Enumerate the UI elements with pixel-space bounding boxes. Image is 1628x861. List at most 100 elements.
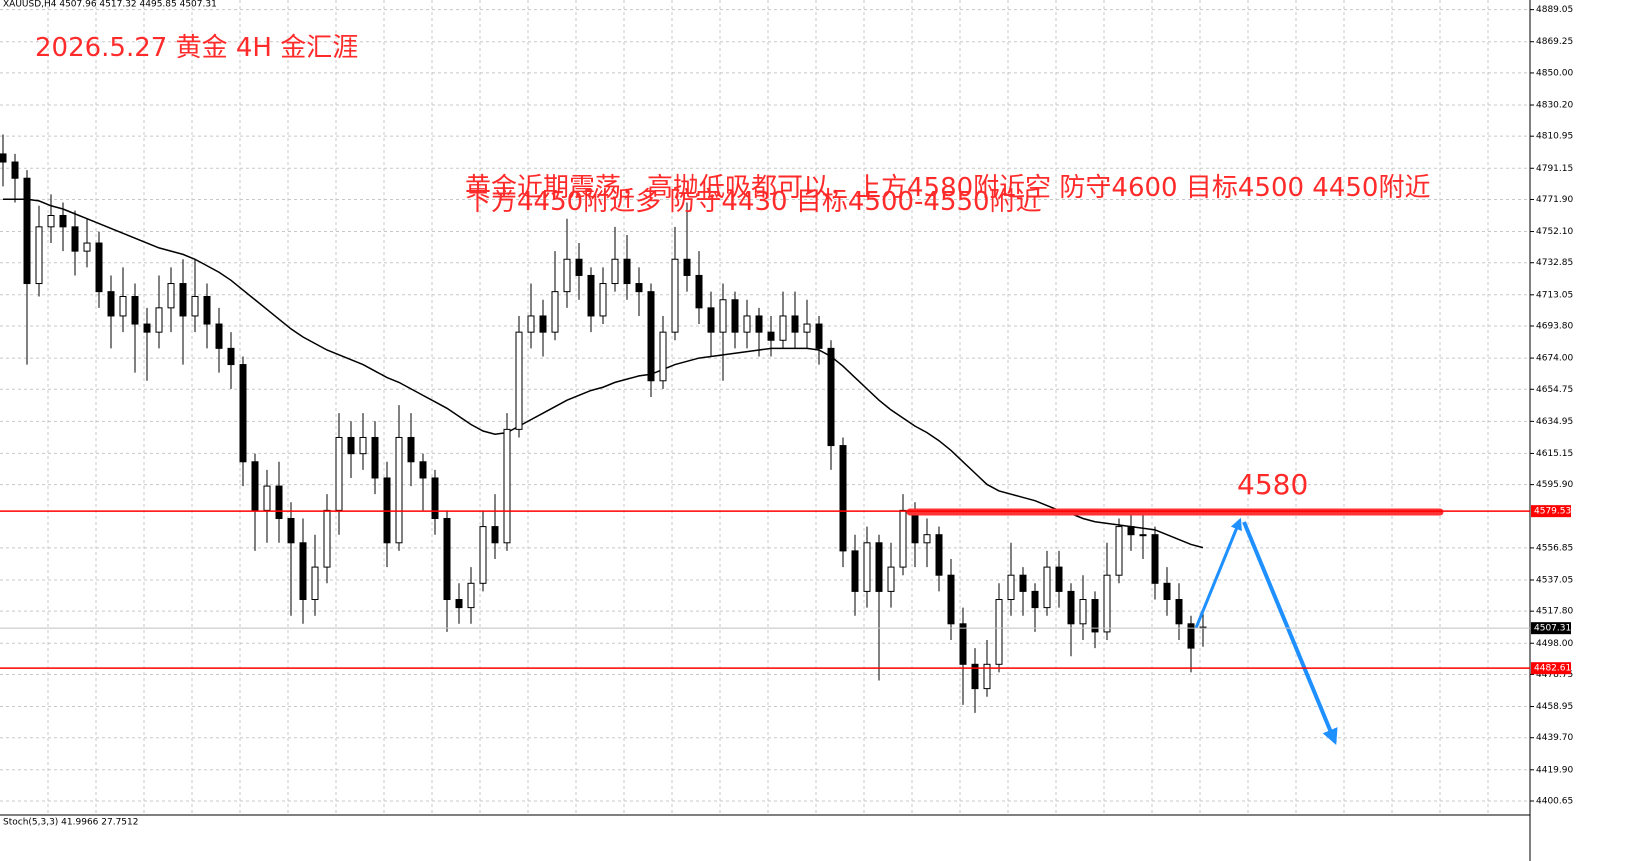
- candle-body: [923, 534, 931, 544]
- candle-body: [347, 436, 355, 455]
- candle-body: [887, 566, 895, 592]
- candle-body: [623, 258, 631, 285]
- y-tick-label: 4615.15: [1536, 449, 1573, 459]
- candle-body: [275, 485, 283, 519]
- y-tick-label: 4595.90: [1536, 480, 1573, 490]
- y-tick-label: 4517.80: [1536, 607, 1573, 617]
- candle-body: [323, 509, 331, 568]
- y-tick-label: 4498.00: [1536, 639, 1573, 649]
- y-tick-label: 4810.95: [1536, 132, 1573, 142]
- candle-body: [611, 258, 619, 285]
- level-label-box: [1531, 505, 1571, 518]
- candle-body: [179, 283, 187, 317]
- y-tick-label: 4889.05: [1536, 5, 1573, 15]
- candle-body: [311, 566, 319, 601]
- candle-body: [695, 274, 703, 309]
- candle-body: [299, 542, 307, 601]
- candle-body: [395, 436, 403, 544]
- candle-body: [359, 436, 367, 455]
- candle-body: [1103, 574, 1111, 633]
- candle-body: [815, 323, 823, 349]
- candle-body: [839, 445, 847, 552]
- candle-body: [1019, 574, 1027, 592]
- annotation: 黄金近期震荡，高抛低吸都可以，上方4580附近空 防守4600 目标4500 4…: [465, 173, 1430, 203]
- candle-body: [755, 315, 763, 333]
- candle-body: [563, 258, 571, 293]
- candle-body: [827, 347, 835, 447]
- candle-body: [107, 291, 115, 317]
- candle-body: [215, 323, 223, 349]
- candle-body: [1127, 526, 1135, 536]
- candle-body: [227, 347, 235, 366]
- candle-body: [11, 161, 19, 179]
- candle-body: [371, 436, 379, 479]
- candle-body: [947, 574, 955, 625]
- candle-body: [47, 214, 55, 228]
- candle-body: [419, 461, 427, 479]
- candle-body: [479, 526, 487, 584]
- arrow-up: [1194, 517, 1242, 629]
- y-tick-label: 4556.85: [1536, 543, 1573, 553]
- candle-body: [1079, 599, 1087, 625]
- candle-body: [83, 242, 91, 252]
- candle-body: [251, 461, 259, 511]
- candle-body: [551, 291, 559, 333]
- candle-body: [791, 315, 799, 333]
- candle-body: [959, 623, 967, 665]
- candle-body: [635, 283, 643, 293]
- candle-body: [767, 331, 775, 341]
- candle-body: [1187, 623, 1195, 649]
- candle-body: [383, 477, 391, 544]
- candle-body: [995, 599, 1003, 665]
- current-price-box: [1531, 622, 1571, 635]
- y-tick-label: 4478.75: [1536, 670, 1573, 680]
- y-tick-label: 4537.05: [1536, 575, 1573, 585]
- candle-body: [587, 274, 595, 317]
- candle-body: [239, 364, 247, 463]
- y-tick-label: 4634.95: [1536, 417, 1573, 427]
- level-label: 4482.61: [1534, 664, 1571, 674]
- grid: [0, 0, 1530, 815]
- y-tick-label: 4752.10: [1536, 227, 1573, 237]
- candle-body: [851, 550, 859, 592]
- candle-body: [527, 315, 535, 333]
- candle-body: [503, 428, 511, 544]
- candle-body: [983, 663, 991, 690]
- candle-body: [659, 331, 667, 382]
- y-tick-label: 4654.75: [1536, 385, 1573, 395]
- candle-body: [779, 315, 787, 341]
- y-tick-label: 4771.90: [1536, 195, 1573, 205]
- candle-body: [59, 214, 67, 228]
- y-tick-label: 4419.90: [1536, 765, 1573, 775]
- candle-body: [1163, 582, 1171, 601]
- candle-body: [1151, 534, 1159, 584]
- candle-body: [131, 296, 139, 325]
- y-tick-label: 4869.25: [1536, 37, 1573, 47]
- candle-body: [743, 315, 751, 333]
- candle-body: [707, 307, 715, 333]
- indicator-label: Stoch(5,3,3) 41.9966 27.7512: [3, 818, 138, 828]
- moving-average: [3, 198, 1204, 549]
- candle-body: [431, 477, 439, 519]
- chart-title: 2026.5.27 黄金 4H 金汇涯: [35, 33, 358, 63]
- level-label: 4579.53: [1534, 507, 1571, 517]
- candle-body: [143, 323, 151, 333]
- y-tick-label: 4458.95: [1536, 702, 1573, 712]
- y-tick-label: 4830.20: [1536, 100, 1573, 110]
- candle-body: [1139, 534, 1147, 537]
- annotation: 4580: [1237, 468, 1308, 501]
- y-tick-label: 4674.00: [1536, 354, 1573, 364]
- candle-body: [35, 226, 43, 285]
- candle-body: [1175, 599, 1183, 625]
- y-tick-label: 4850.00: [1536, 68, 1573, 78]
- candle-body: [1067, 590, 1075, 625]
- symbol-info: XAUUSD,H4 4507.96 4517.32 4495.85 4507.3…: [3, 0, 217, 10]
- candle-body: [23, 177, 31, 285]
- candle-body: [899, 509, 907, 568]
- candle-body: [1043, 566, 1051, 609]
- annotation: 下方4450附近多 防守4430 目标4500-4550附近: [465, 187, 1042, 217]
- current-price-label: 4507.31: [1534, 624, 1571, 634]
- y-tick-label: 4439.70: [1536, 733, 1573, 743]
- candle-body: [287, 517, 295, 544]
